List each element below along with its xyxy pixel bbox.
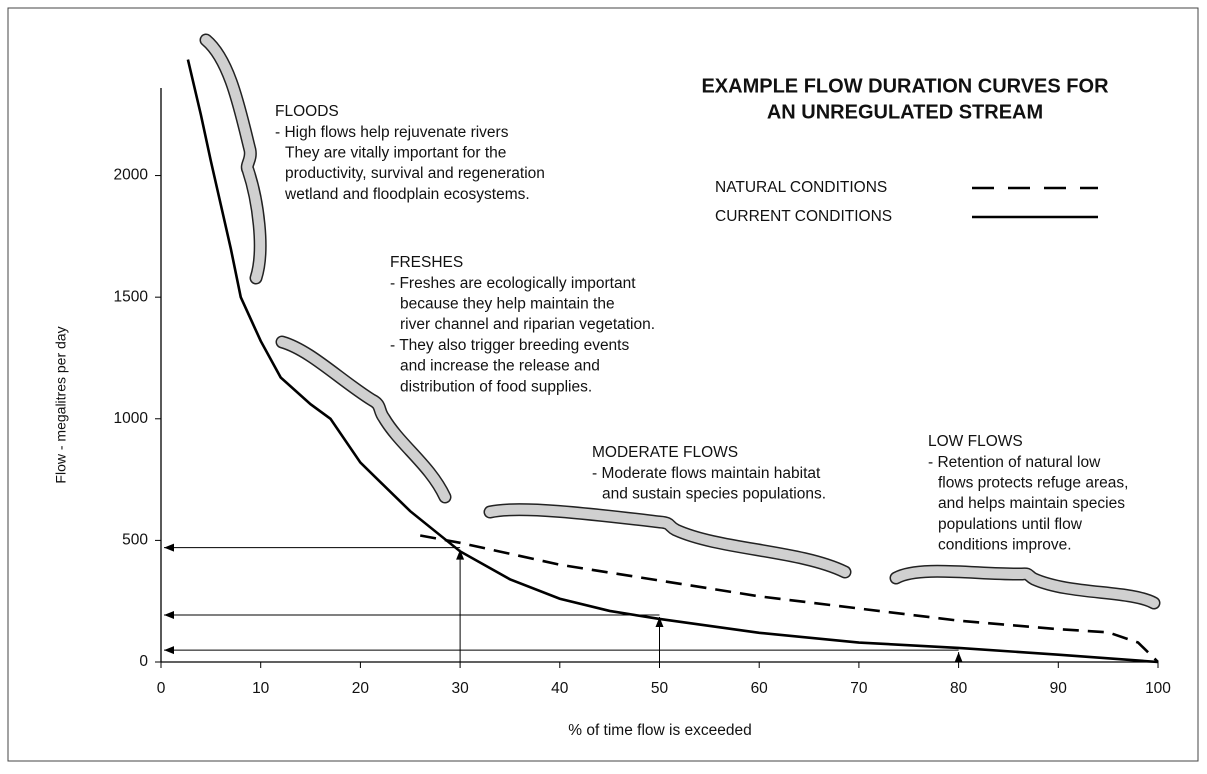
annotation-text: and sustain species populations. bbox=[602, 485, 826, 502]
x-tick-label: 100 bbox=[1145, 680, 1171, 697]
x-tick-label: 60 bbox=[751, 680, 769, 697]
legend-label: NATURAL CONDITIONS bbox=[715, 179, 887, 196]
x-tick-label: 20 bbox=[352, 680, 370, 697]
annotation-text: populations until flow bbox=[938, 516, 1083, 533]
x-axis-label: % of time flow is exceeded bbox=[568, 722, 752, 739]
chart-title: AN UNREGULATED STREAM bbox=[767, 101, 1043, 123]
x-tick-label: 30 bbox=[451, 680, 469, 697]
annotation-text: conditions improve. bbox=[938, 537, 1072, 554]
arrowhead bbox=[456, 550, 464, 560]
x-tick-label: 50 bbox=[651, 680, 669, 697]
annotation-text: - Retention of natural low bbox=[928, 454, 1101, 471]
x-tick-label: 40 bbox=[551, 680, 569, 697]
annotation-text: flows protects refuge areas, bbox=[938, 474, 1128, 491]
chart: EXAMPLE FLOW DURATION CURVES FOR AN UNRE… bbox=[0, 0, 1207, 769]
x-tick-label: 80 bbox=[950, 680, 968, 697]
y-tick-label: 1000 bbox=[114, 410, 149, 427]
annotation-text: - Freshes are ecologically important bbox=[390, 275, 636, 292]
arrowhead bbox=[955, 652, 963, 662]
y-tick-label: 2000 bbox=[114, 167, 149, 184]
brace bbox=[206, 40, 260, 278]
x-tick-label: 10 bbox=[252, 680, 270, 697]
annotation-text: and increase the release and bbox=[400, 358, 600, 375]
arrowhead bbox=[164, 544, 174, 552]
annotation-text: - Moderate flows maintain habitat bbox=[592, 465, 821, 482]
y-axis-label: Flow - megalitres per day bbox=[53, 326, 69, 483]
annotation-title: LOW FLOWS bbox=[928, 433, 1023, 450]
annotation-title: FRESHES bbox=[390, 254, 463, 271]
x-tick-label: 70 bbox=[850, 680, 868, 697]
annotation-text: productivity, survival and regeneration bbox=[285, 165, 545, 182]
annotation-text: They are vitally important for the bbox=[285, 144, 506, 161]
annotation-text: distribution of food supplies. bbox=[400, 378, 592, 395]
y-tick-label: 1500 bbox=[114, 288, 149, 305]
chart-title: EXAMPLE FLOW DURATION CURVES FOR bbox=[701, 75, 1109, 97]
legend-label: CURRENT CONDITIONS bbox=[715, 208, 892, 225]
annotation-text: - They also trigger breeding events bbox=[390, 337, 629, 354]
brace bbox=[490, 510, 845, 572]
annotation-text: - High flows help rejuvenate rivers bbox=[275, 124, 509, 141]
y-tick-label: 0 bbox=[139, 653, 148, 670]
arrowhead bbox=[164, 646, 174, 654]
x-tick-label: 90 bbox=[1050, 680, 1068, 697]
brace bbox=[896, 571, 1154, 603]
x-tick-label: 0 bbox=[157, 680, 166, 697]
page: EXAMPLE FLOW DURATION CURVES FOR AN UNRE… bbox=[0, 0, 1207, 774]
annotation-text: and helps maintain species bbox=[938, 495, 1125, 512]
annotation-text: because they help maintain the bbox=[400, 295, 615, 312]
annotation-title: FLOODS bbox=[275, 103, 339, 120]
arrowhead bbox=[164, 611, 174, 619]
annotation-text: river channel and riparian vegetation. bbox=[400, 316, 655, 333]
annotation-text: wetland and floodplain ecosystems. bbox=[284, 186, 530, 203]
y-tick-label: 500 bbox=[122, 531, 148, 548]
annotation-title: MODERATE FLOWS bbox=[592, 444, 738, 461]
